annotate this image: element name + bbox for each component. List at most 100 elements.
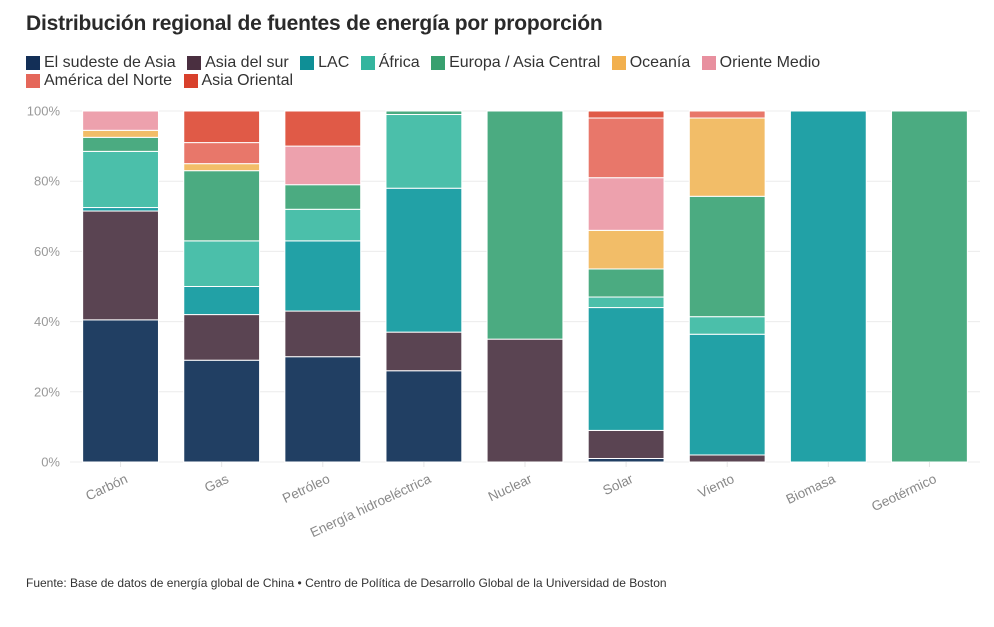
bar-segment[interactable] <box>183 110 261 144</box>
bar-segment[interactable] <box>82 210 159 321</box>
legend-label: Asia del sur <box>205 54 289 71</box>
source-footer: Fuente: Base de datos de energía global … <box>26 576 667 590</box>
bar-stack <box>486 110 564 463</box>
x-tick-label: Nuclear <box>486 471 535 504</box>
bar-segment[interactable] <box>587 307 665 431</box>
bar-stack <box>385 110 463 463</box>
bar-segment[interactable] <box>385 187 463 333</box>
bar-segment[interactable] <box>587 117 665 179</box>
legend-item-america-norte[interactable]: América del Norte <box>26 72 172 90</box>
legend: El sudeste de Asia Asia del sur LAC Áfri… <box>26 54 926 90</box>
x-tick-label: Biomasa <box>784 471 838 507</box>
bar-segment[interactable] <box>183 359 261 463</box>
bar-segment[interactable] <box>385 110 463 116</box>
bar-segment[interactable] <box>587 296 665 309</box>
bar-segment[interactable] <box>82 319 159 463</box>
bar-segment[interactable] <box>284 310 362 358</box>
legend-item-lac[interactable]: LAC <box>300 54 349 72</box>
bar-segment[interactable] <box>183 170 261 242</box>
bar-segment[interactable] <box>688 195 766 318</box>
bar-segment[interactable] <box>284 208 362 242</box>
bar-stack <box>587 110 665 463</box>
legend-label: América del Norte <box>44 72 173 89</box>
legend-swatch <box>187 56 202 70</box>
x-tick-label: Petróleo <box>280 471 332 506</box>
legend-row-1: El sudeste de Asia Asia del sur LAC Áfri… <box>26 54 926 72</box>
bar-segment[interactable] <box>284 240 362 312</box>
bar-segment[interactable] <box>385 331 463 372</box>
bar-segment[interactable] <box>183 142 261 165</box>
legend-label: Asia Oriental <box>201 72 294 89</box>
legend-swatch <box>431 56 446 70</box>
bar-segment[interactable] <box>688 316 766 335</box>
x-tick-label: Carbón <box>83 471 129 503</box>
bar-segment[interactable] <box>284 110 362 147</box>
legend-item-asia-oriental[interactable]: Asia Oriental <box>183 72 294 90</box>
bar-stack <box>688 110 766 463</box>
bar-segment[interactable] <box>385 114 463 189</box>
bar-segment[interactable] <box>587 110 665 119</box>
legend-label: Europa / Asia Central <box>449 54 601 71</box>
bar-segment[interactable] <box>284 145 362 186</box>
x-tick-label: Solar <box>600 471 635 498</box>
y-tick-label: 100% <box>27 104 61 119</box>
bar-segment[interactable] <box>385 370 463 463</box>
y-tick-label: 80% <box>34 174 60 189</box>
legend-item-europa-asia-central[interactable]: Europa / Asia Central <box>431 54 600 72</box>
legend-swatch <box>360 56 375 70</box>
x-tick-label: Gas <box>202 471 231 495</box>
bar-stack <box>284 110 362 463</box>
legend-label: El sudeste de Asia <box>44 54 176 71</box>
legend-row-2: América del Norte Asia Oriental <box>26 72 926 90</box>
x-tick-label: Viento <box>696 471 737 501</box>
bar-segment[interactable] <box>82 150 159 209</box>
legend-label: Oceanía <box>629 54 691 71</box>
legend-label: África <box>378 54 420 71</box>
x-tick-label: Geotérmico <box>869 471 939 514</box>
bar-stack <box>789 110 867 463</box>
legend-swatch <box>26 74 40 88</box>
bar-segment[interactable] <box>587 229 665 270</box>
bar-segment[interactable] <box>587 457 665 463</box>
bar-segment[interactable] <box>688 454 766 463</box>
bar-segment[interactable] <box>82 207 159 212</box>
bar-segment[interactable] <box>82 110 159 131</box>
legend-swatch <box>611 56 626 70</box>
legend-item-oriente-medio[interactable]: Oriente Medio <box>701 54 821 72</box>
y-tick-label: 40% <box>34 314 60 329</box>
bar-segment[interactable] <box>183 286 261 316</box>
legend-swatch <box>701 56 716 70</box>
legend-item-asia-sur[interactable]: Asia del sur <box>187 54 289 72</box>
bar-stack <box>183 110 261 463</box>
bar-segment[interactable] <box>688 110 766 119</box>
bar-segment[interactable] <box>587 429 665 459</box>
legend-item-sudeste-asia[interactable]: El sudeste de Asia <box>26 54 176 72</box>
legend-item-africa[interactable]: África <box>360 54 420 72</box>
y-axis: 0% 20% 40% 60% 80% 100% <box>27 104 61 470</box>
bar-segment[interactable] <box>82 136 159 152</box>
bar-segment[interactable] <box>284 356 362 463</box>
bar-segment[interactable] <box>587 268 665 298</box>
bar-segment[interactable] <box>183 163 261 172</box>
bar-segment[interactable] <box>183 314 261 361</box>
legend-swatch <box>26 56 40 70</box>
bar-segment[interactable] <box>486 110 564 340</box>
bar-segment[interactable] <box>486 338 564 463</box>
bar-segment[interactable] <box>183 240 261 287</box>
bar-segment[interactable] <box>789 110 867 463</box>
chart-title: Distribución regional de fuentes de ener… <box>26 12 603 35</box>
bar-segment[interactable] <box>688 117 766 197</box>
bar-segment[interactable] <box>891 110 968 463</box>
bar-segment[interactable] <box>284 184 362 210</box>
bar-segment[interactable] <box>82 129 159 138</box>
bars <box>82 110 968 463</box>
legend-item-oceania[interactable]: Oceanía <box>611 54 691 72</box>
y-tick-label: 20% <box>34 384 60 399</box>
legend-label: LAC <box>318 54 350 71</box>
legend-label: Oriente Medio <box>719 54 821 71</box>
y-tick-label: 0% <box>41 455 60 470</box>
bar-segment[interactable] <box>587 177 665 231</box>
bar-segment[interactable] <box>688 333 766 456</box>
